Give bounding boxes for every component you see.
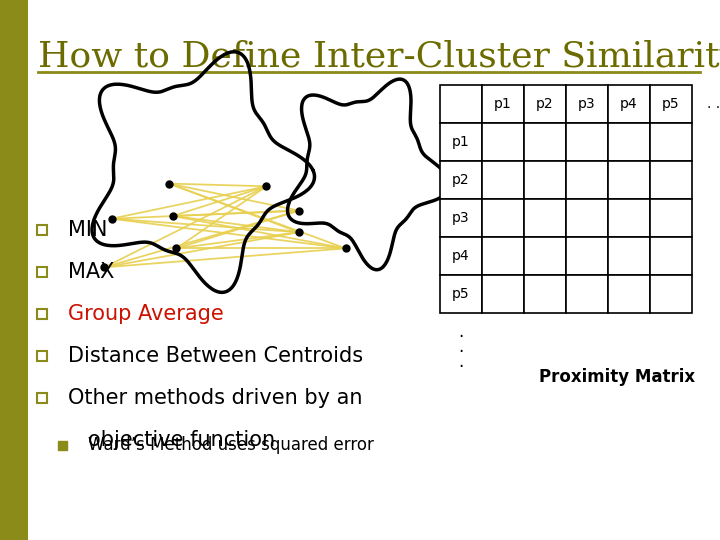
Bar (440, 237, 482, 275)
Text: Group Average: Group Average (68, 304, 224, 324)
Text: Distance Between Centroids: Distance Between Centroids (68, 346, 363, 366)
Text: Proximity Matrix: Proximity Matrix (539, 368, 695, 386)
Bar (58, 441, 66, 449)
Bar (650, 199, 692, 237)
Bar (650, 161, 692, 199)
Text: Ward’s Method uses squared error: Ward’s Method uses squared error (88, 436, 374, 454)
Bar (524, 275, 566, 313)
Bar (524, 123, 566, 161)
Text: p4: p4 (452, 249, 470, 263)
Bar (650, 237, 692, 275)
Text: . . .: . . . (707, 97, 720, 111)
Bar (608, 237, 650, 275)
Bar (608, 275, 650, 313)
Bar (37, 225, 47, 235)
Bar (524, 237, 566, 275)
Text: p5: p5 (662, 97, 680, 111)
Bar (440, 123, 482, 161)
Bar (440, 161, 482, 199)
Text: .: . (459, 338, 464, 356)
Bar (482, 161, 524, 199)
Text: .: . (459, 353, 464, 371)
Text: p4: p4 (620, 97, 638, 111)
Bar (440, 275, 482, 313)
Text: p2: p2 (452, 173, 470, 187)
Text: p5: p5 (452, 287, 470, 301)
Text: p3: p3 (578, 97, 596, 111)
Bar (37, 267, 47, 277)
Bar (566, 199, 608, 237)
Text: p3: p3 (452, 211, 470, 225)
Text: MIN: MIN (68, 220, 107, 240)
Bar (566, 237, 608, 275)
Text: MAX: MAX (68, 262, 114, 282)
Bar (566, 123, 608, 161)
Bar (608, 161, 650, 199)
Text: objective function: objective function (88, 430, 275, 450)
Bar (608, 85, 650, 123)
Text: Other methods driven by an: Other methods driven by an (68, 388, 362, 408)
Bar (440, 85, 482, 123)
Bar (482, 199, 524, 237)
Text: p1: p1 (452, 135, 470, 149)
Text: p1: p1 (494, 97, 512, 111)
Bar (566, 275, 608, 313)
Bar (0, 0, 28, 540)
Bar (482, 275, 524, 313)
Bar (608, 199, 650, 237)
Bar (650, 123, 692, 161)
Bar (37, 393, 47, 403)
Bar (524, 85, 566, 123)
Bar (650, 85, 692, 123)
Bar (650, 275, 692, 313)
Bar (482, 123, 524, 161)
Text: How to Define Inter-Cluster Similarity: How to Define Inter-Cluster Similarity (38, 40, 720, 75)
Bar (440, 199, 482, 237)
Bar (524, 199, 566, 237)
Bar (608, 123, 650, 161)
Bar (37, 309, 47, 319)
Bar (482, 85, 524, 123)
Text: .: . (459, 323, 464, 341)
Bar (482, 237, 524, 275)
Bar (566, 85, 608, 123)
Bar (566, 161, 608, 199)
Bar (37, 351, 47, 361)
Bar (524, 161, 566, 199)
Text: p2: p2 (536, 97, 554, 111)
